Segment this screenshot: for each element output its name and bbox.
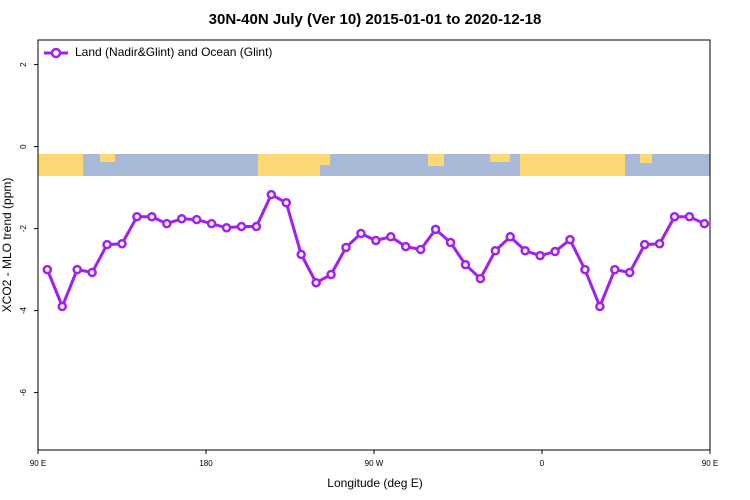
data-point [117, 239, 127, 249]
data-point [326, 269, 336, 280]
data-point [266, 189, 277, 200]
data-point [415, 244, 426, 255]
y-tick-label: 0 [19, 144, 28, 149]
data-point [520, 245, 530, 256]
data-point [699, 218, 710, 229]
y-tick-label: -6 [19, 388, 28, 396]
data-point [400, 241, 411, 252]
data-point [610, 264, 620, 275]
data-point [565, 234, 575, 245]
data-point [445, 237, 456, 248]
y-axis-label: XCO2 - MLO trend (ppm) [0, 178, 14, 313]
plot-frame [37, 39, 711, 451]
data-point [505, 232, 516, 242]
data-point [580, 264, 590, 275]
y-tick-label: -4 [19, 306, 28, 314]
data-point [42, 264, 53, 275]
data-point [87, 267, 97, 278]
data-point [624, 267, 635, 278]
data-point [356, 228, 366, 239]
data-point [162, 218, 172, 229]
data-point [221, 223, 232, 233]
data-point [206, 218, 217, 229]
data-point [550, 246, 560, 257]
data-point [475, 273, 486, 284]
data-point [341, 242, 351, 253]
legend-marker [50, 47, 62, 59]
legend-label: Land (Nadir&Glint) and Ocean (Glint) [75, 45, 272, 59]
data-point [72, 264, 82, 275]
chart-title: 30N-40N July (Ver 10) 2015-01-01 to 2020… [209, 11, 542, 28]
data-point [490, 245, 501, 256]
data-point [684, 211, 695, 222]
data-point [595, 301, 605, 312]
data-point [57, 301, 68, 312]
data-point [371, 235, 381, 246]
data-point [430, 224, 441, 235]
data-point [535, 250, 545, 261]
data-point [102, 239, 112, 250]
x-tick-label: 90 W [365, 459, 384, 468]
data-point [654, 239, 665, 249]
data-line [45, 192, 706, 311]
x-tick-label: 90 E [702, 459, 718, 468]
data-point [311, 277, 321, 288]
data-point [386, 232, 396, 242]
map-strip [38, 154, 710, 176]
y-tick-label: 2 [19, 62, 28, 67]
data-point [251, 221, 262, 232]
x-tick-label: 0 [540, 459, 545, 468]
x-tick-label: 180 [199, 459, 213, 468]
y-tick-label: -2 [19, 224, 28, 232]
data-point [147, 211, 157, 222]
data-point [176, 214, 187, 224]
data-point [296, 249, 306, 260]
x-tick-label: 90 E [30, 459, 46, 468]
data-point [191, 214, 202, 225]
data-point [236, 221, 247, 232]
data-point [281, 198, 292, 208]
data-point [669, 211, 680, 222]
data-point [639, 239, 650, 250]
x-axis-label: Longitude (deg E) [327, 476, 422, 490]
data-point [460, 259, 471, 270]
data-point [132, 211, 142, 222]
